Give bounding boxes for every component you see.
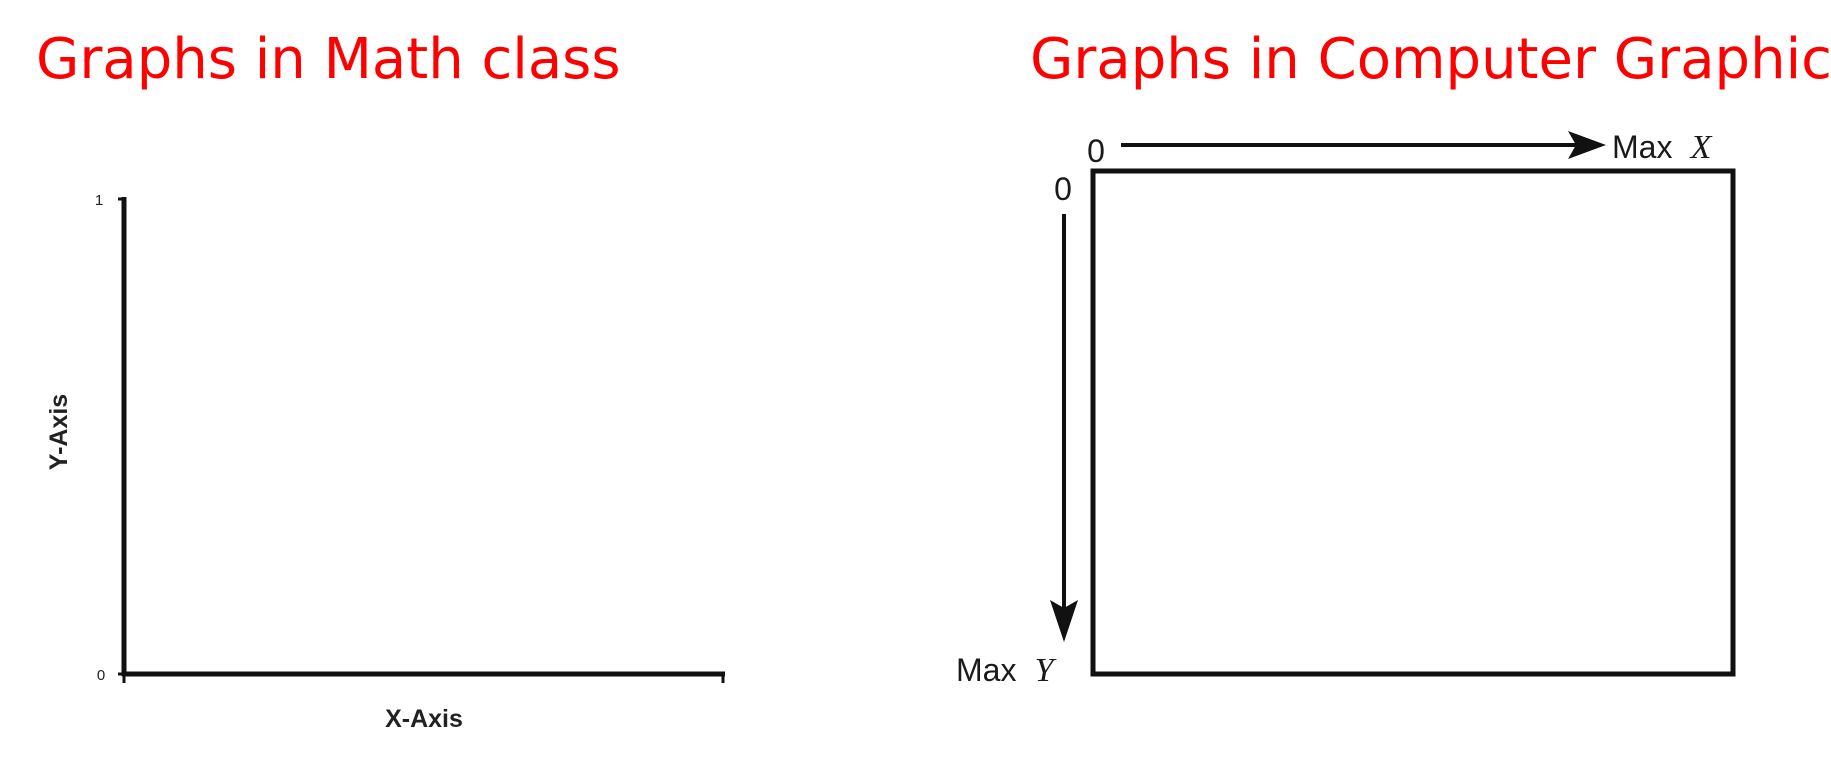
cg-graph: 0 0 Max X Max Y (956, 128, 1736, 689)
cg-max-x-label: Max X (1612, 128, 1713, 166)
cg-origin-x-label: 0 (1087, 133, 1105, 169)
math-graph: 1 0 X-Axis Y-Axis (45, 192, 725, 733)
cg-origin-y-label: 0 (1054, 171, 1072, 207)
cg-screen-rect (1090, 168, 1736, 677)
math-graph-title: Graphs in Math class (36, 27, 621, 92)
math-y-tick-label-0: 0 (97, 667, 105, 684)
cg-max-y-text: Max (956, 652, 1016, 688)
cg-max-x-var: X (1689, 129, 1713, 166)
cg-x-arrowhead (1568, 131, 1606, 159)
cg-max-y-var: Y (1035, 652, 1057, 689)
cg-max-x-text: Max (1612, 129, 1672, 165)
math-x-axis-label: X-Axis (385, 705, 463, 733)
math-y-axis-label: Y-Axis (45, 394, 73, 470)
math-y-tick-label-1: 1 (95, 192, 103, 209)
cg-graph-title: Graphs in Computer Graphics (1030, 27, 1831, 92)
cg-y-arrowhead (1050, 600, 1078, 642)
cg-max-y-label: Max Y (956, 651, 1057, 689)
